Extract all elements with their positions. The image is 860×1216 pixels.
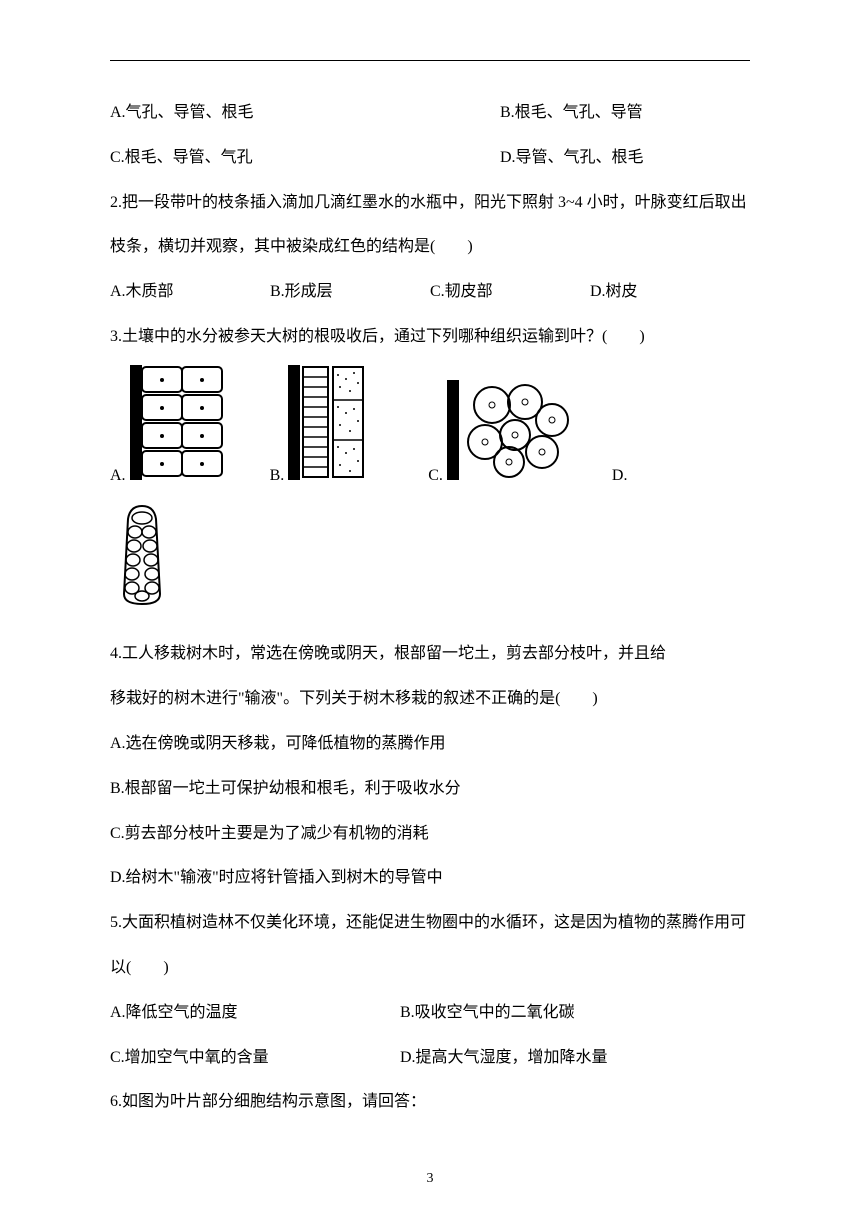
q4-option-d: D.给树木"输液"时应将针管插入到树木的导管中	[110, 856, 750, 901]
q5-option-a: A.降低空气的温度	[110, 991, 400, 1036]
q2-stem: 2.把一段带叶的枝条插入滴加几滴红墨水的水瓶中，阳光下照射 3~4 小时，叶脉变…	[110, 181, 750, 271]
q6-stem: 6.如图为叶片部分细胞结构示意图，请回答：	[110, 1080, 750, 1125]
q5-options-row1: A.降低空气的温度 B.吸收空气中的二氧化碳	[110, 991, 750, 1036]
q1-option-a: A.气孔、导管、根毛	[110, 91, 500, 136]
page-number: 3	[427, 1172, 434, 1186]
tissue-diagram-c	[447, 380, 572, 499]
tissue-diagram-d	[110, 504, 175, 628]
q4-option-c: C.剪去部分枝叶主要是为了减少有机物的消耗	[110, 812, 750, 857]
q3-image-row2	[110, 504, 750, 628]
q5-options-row2: C.增加空气中氧的含量 D.提高大气湿度，增加降水量	[110, 1036, 750, 1081]
q1-options-row1: A.气孔、导管、根毛 B.根毛、气孔、导管	[110, 91, 750, 136]
q3-label-c: C.	[428, 454, 443, 499]
q4-stem-line1: 4.工人移栽树木时，常选在傍晚或阴天，根部留一坨土，剪去部分枝叶，并且给	[110, 632, 750, 677]
q3-stem: 3.土壤中的水分被参天大树的根吸收后，通过下列哪种组织运输到叶？( )	[110, 315, 750, 360]
q3-option-a: A.	[110, 365, 230, 499]
q5-stem: 5.大面积植树造林不仅美化环境，还能促进生物圈中的水循环，这是因为植物的蒸腾作用…	[110, 901, 750, 991]
q2-options: A.木质部 B.形成层 C.韧皮部 D.树皮	[110, 270, 750, 315]
q3-image-row1: A. B.	[110, 365, 750, 499]
q3-option-c: C.	[428, 380, 572, 499]
q3-label-d: D.	[612, 454, 628, 499]
q2-option-b: B.形成层	[270, 270, 430, 315]
tissue-diagram-a	[130, 365, 230, 499]
q3-option-d: D.	[612, 454, 632, 499]
q5-option-b: B.吸收空气中的二氧化碳	[400, 991, 575, 1036]
q3-label-a: A.	[110, 454, 126, 499]
q2-option-d: D.树皮	[590, 270, 750, 315]
q3-option-b: B.	[270, 365, 389, 499]
q5-option-c: C.增加空气中氧的含量	[110, 1036, 400, 1081]
q1-option-b: B.根毛、气孔、导管	[500, 91, 643, 136]
q4-stem-line2: 移栽好的树木进行"输液"。下列关于树木移栽的叙述不正确的是( )	[110, 677, 750, 722]
q2-option-a: A.木质部	[110, 270, 270, 315]
header-rule	[110, 60, 750, 61]
q1-option-c: C.根毛、导管、气孔	[110, 136, 500, 181]
tissue-diagram-b	[288, 365, 388, 499]
q2-option-c: C.韧皮部	[430, 270, 590, 315]
q4-option-b: B.根部留一坨土可保护幼根和根毛，利于吸收水分	[110, 767, 750, 812]
q4-option-a: A.选在傍晚或阴天移栽，可降低植物的蒸腾作用	[110, 722, 750, 767]
q1-options-row2: C.根毛、导管、气孔 D.导管、气孔、根毛	[110, 136, 750, 181]
q5-option-d: D.提高大气湿度，增加降水量	[400, 1036, 608, 1081]
q1-option-d: D.导管、气孔、根毛	[500, 136, 644, 181]
q3-label-b: B.	[270, 454, 285, 499]
